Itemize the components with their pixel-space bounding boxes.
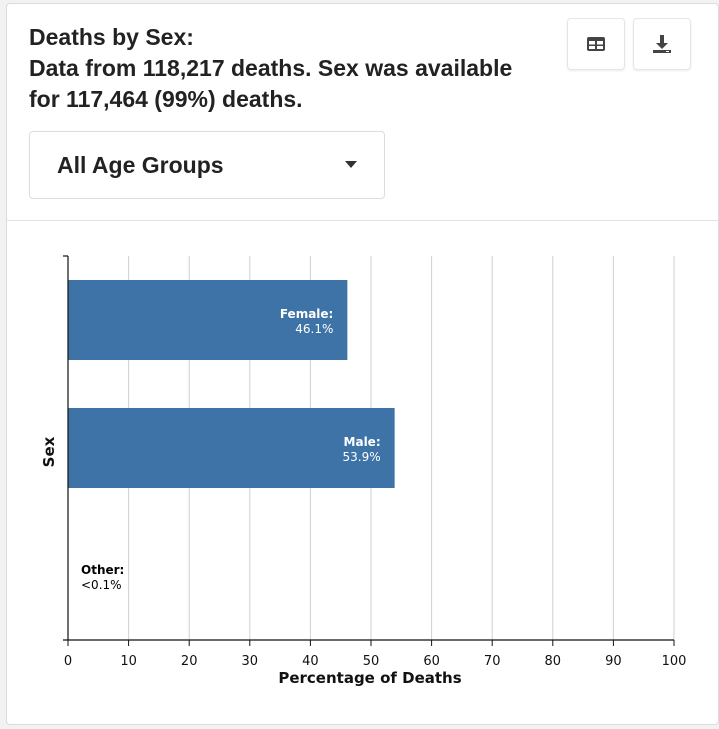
chart-area: Female: 46.1% Male: 53.9% Other: <0.1% 0 10 20 3… [7, 220, 718, 724]
age-group-select[interactable]: All Age Groups [29, 131, 385, 199]
y-axis-label: Sex [40, 436, 58, 467]
bar-chart: Female:46.1% Male:53.9% Other:<0.1% 0 10 20 3… [40, 255, 687, 687]
data-label-male-name: Male: [344, 435, 381, 449]
axes [63, 255, 675, 646]
x-tick-label: 50 [363, 654, 380, 669]
data-label-female-value: 46.1% [295, 322, 333, 336]
x-tick-label: 80 [545, 654, 562, 669]
chart-card: Deaths by Sex: Data from 118,217 deaths.… [6, 3, 719, 725]
card-header: Deaths by Sex: Data from 118,217 deaths.… [7, 4, 718, 221]
x-axis-label: Percentage of Deaths [278, 669, 461, 687]
table-icon [587, 37, 605, 51]
data-label-other-value: <0.1% [81, 578, 122, 592]
bar-female [68, 280, 348, 360]
x-tick-label: 10 [120, 654, 137, 669]
age-group-selected-value: All Age Groups [57, 152, 224, 178]
download-button[interactable] [633, 18, 691, 70]
download-icon [653, 35, 671, 53]
title-line-2: Data from 118,217 deaths. Sex was availa… [29, 55, 513, 81]
x-tick-labels: 0 10 20 30 40 50 60 70 80 90 100 [64, 654, 687, 669]
view-table-button[interactable] [567, 18, 625, 70]
data-labels: Female:46.1% Male:53.9% Other:<0.1% [81, 307, 381, 592]
data-label-female-name: Female: [280, 307, 334, 321]
x-tick-label: 60 [423, 654, 440, 669]
x-tick-label: 30 [242, 654, 259, 669]
x-tick-label: 70 [484, 654, 501, 669]
x-tick-label: 40 [302, 654, 319, 669]
x-tick-label: 100 [662, 654, 687, 669]
x-tick-label: 20 [181, 654, 198, 669]
x-tick-label: 90 [605, 654, 622, 669]
chart-title: Deaths by Sex: Data from 118,217 deaths.… [29, 22, 549, 115]
x-tick-label: 0 [64, 654, 72, 669]
title-line-1: Deaths by Sex: [29, 24, 194, 50]
title-line-3: for 117,464 (99%) deaths. [29, 86, 303, 112]
data-label-other-name: Other: [81, 563, 124, 577]
bars [68, 280, 395, 616]
bar-male [68, 408, 395, 488]
data-label-male-value: 53.9% [343, 450, 381, 464]
caret-down-icon [345, 161, 357, 168]
